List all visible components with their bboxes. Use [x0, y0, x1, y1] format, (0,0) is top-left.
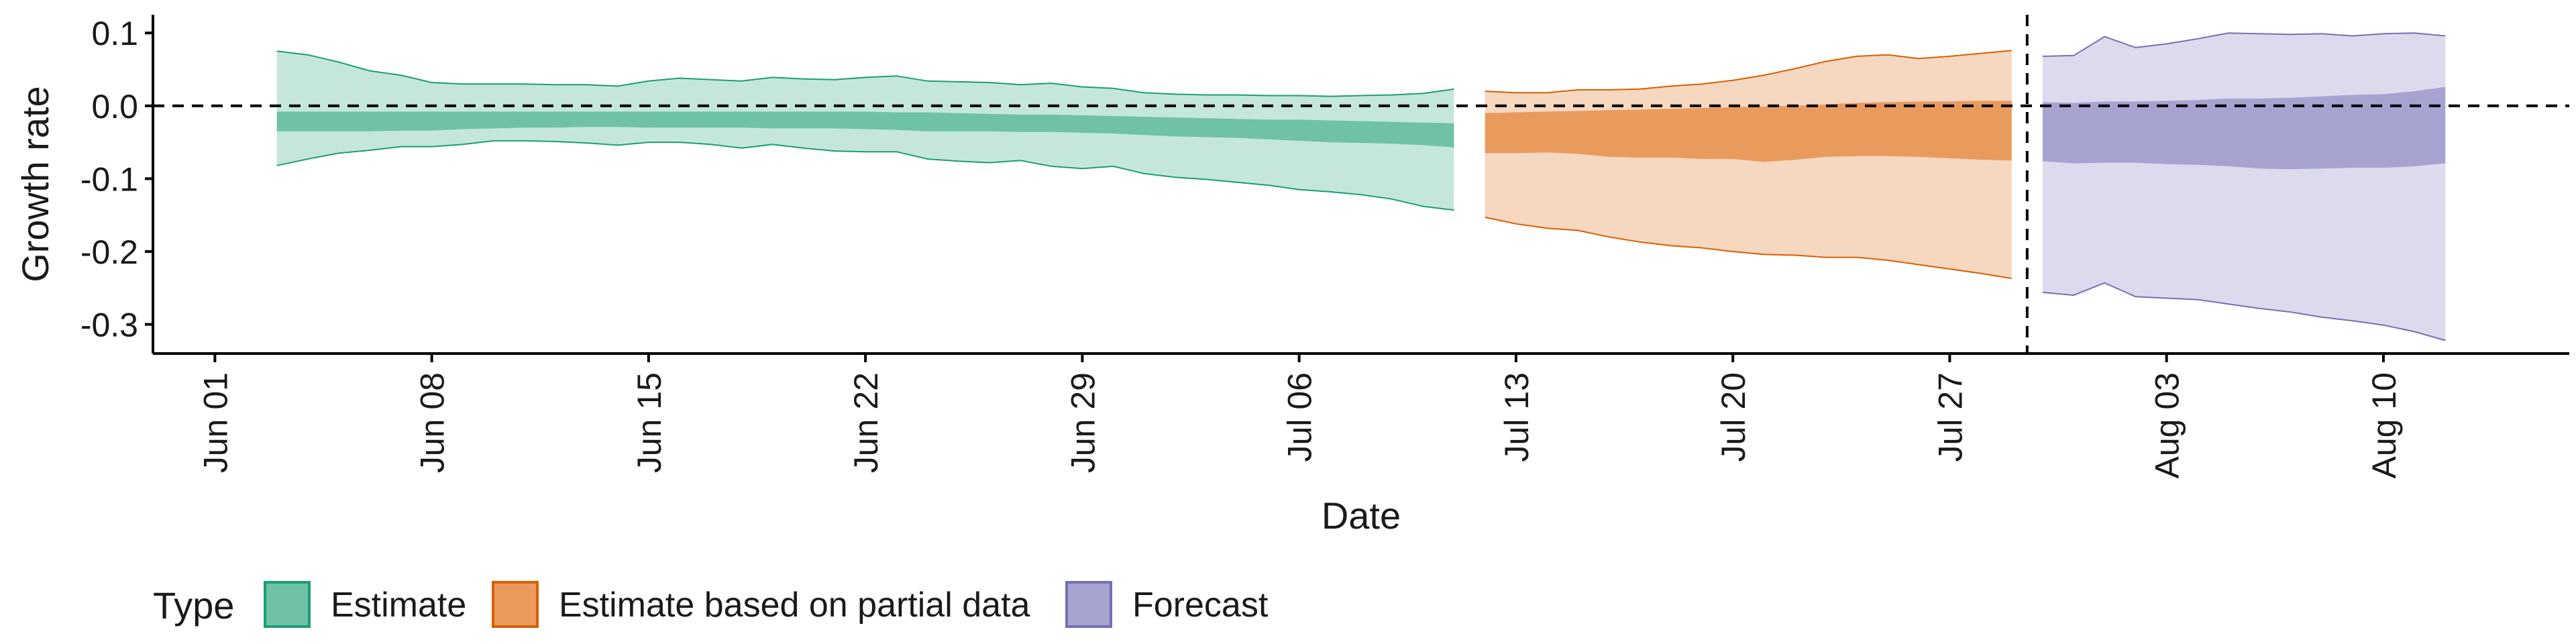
x-tick-label: Jul 20 — [1715, 372, 1752, 462]
y-ticks: 0.1 0.0 -0.1 -0.2 -0.3 — [80, 15, 153, 344]
series-2-lower-line — [2042, 282, 2446, 341]
legend-title: Type — [153, 584, 234, 627]
x-axis-title: Date — [1322, 494, 1401, 537]
legend: Type Estimate Estimate based on partial d… — [153, 581, 1269, 628]
legend-key-1 — [492, 581, 539, 628]
y-tick-label: -0.3 — [80, 307, 138, 344]
legend-label-0: Estimate — [331, 586, 466, 625]
series-0-band-50 — [276, 111, 1454, 148]
legend-label-2: Forecast — [1132, 586, 1269, 625]
series-1-band-90 — [1485, 50, 2012, 279]
legend-key-2 — [1065, 581, 1112, 628]
legend-label-1: Estimate based on partial data — [559, 586, 1030, 625]
series-0 — [276, 50, 1454, 211]
x-tick-label: Aug 03 — [2149, 372, 2186, 478]
x-tick-label: Jul 13 — [1498, 372, 1536, 462]
series-0-upper-line — [276, 50, 1454, 97]
y-tick-label: 0.1 — [91, 15, 138, 52]
x-tick-label: Jul 06 — [1281, 372, 1319, 462]
y-tick-label: -0.1 — [80, 160, 138, 198]
series-2-band-50 — [2042, 87, 2446, 170]
y-axis-title: Growth rate — [14, 86, 56, 282]
plot-area — [153, 15, 2569, 354]
legend-items: Estimate Estimate based on partial data Fo… — [264, 581, 1269, 628]
x-tick-label: Jun 22 — [847, 372, 885, 473]
x-ticks: Jun 01 Jun 08 Jun 15 Jun 22 Jun 29 Jul 06 Jul … — [197, 354, 2403, 478]
y-tick-label: 0.0 — [91, 88, 138, 125]
x-tick-label: Jun 29 — [1064, 372, 1102, 473]
series-1 — [1485, 50, 2012, 280]
series-2 — [2042, 32, 2446, 341]
series-1-band-50 — [1485, 101, 2012, 162]
series-2-band-90 — [2042, 33, 2446, 341]
series-2-upper-line — [2042, 32, 2446, 57]
series-0-lower-line — [276, 140, 1454, 211]
x-tick-label: Jul 27 — [1931, 372, 1969, 462]
x-tick-label: Jun 01 — [197, 372, 234, 473]
x-tick-label: Jun 15 — [631, 372, 668, 473]
x-tick-label: Jun 08 — [414, 372, 451, 473]
legend-key-0 — [264, 581, 311, 628]
series-1-upper-line — [1485, 50, 2012, 94]
y-tick-label: -0.2 — [80, 233, 138, 271]
x-axis: Jun 01 Jun 08 Jun 15 Jun 22 Jun 29 Jul 06 Jul … — [153, 352, 2569, 537]
series-1-lower-line — [1485, 216, 2012, 280]
x-tick-label: Aug 10 — [2365, 372, 2403, 478]
y-axis: 0.1 0.0 -0.1 -0.2 -0.3 Growth rate — [14, 15, 154, 354]
series-0-band-90 — [276, 51, 1454, 211]
series-layer — [276, 32, 2446, 341]
